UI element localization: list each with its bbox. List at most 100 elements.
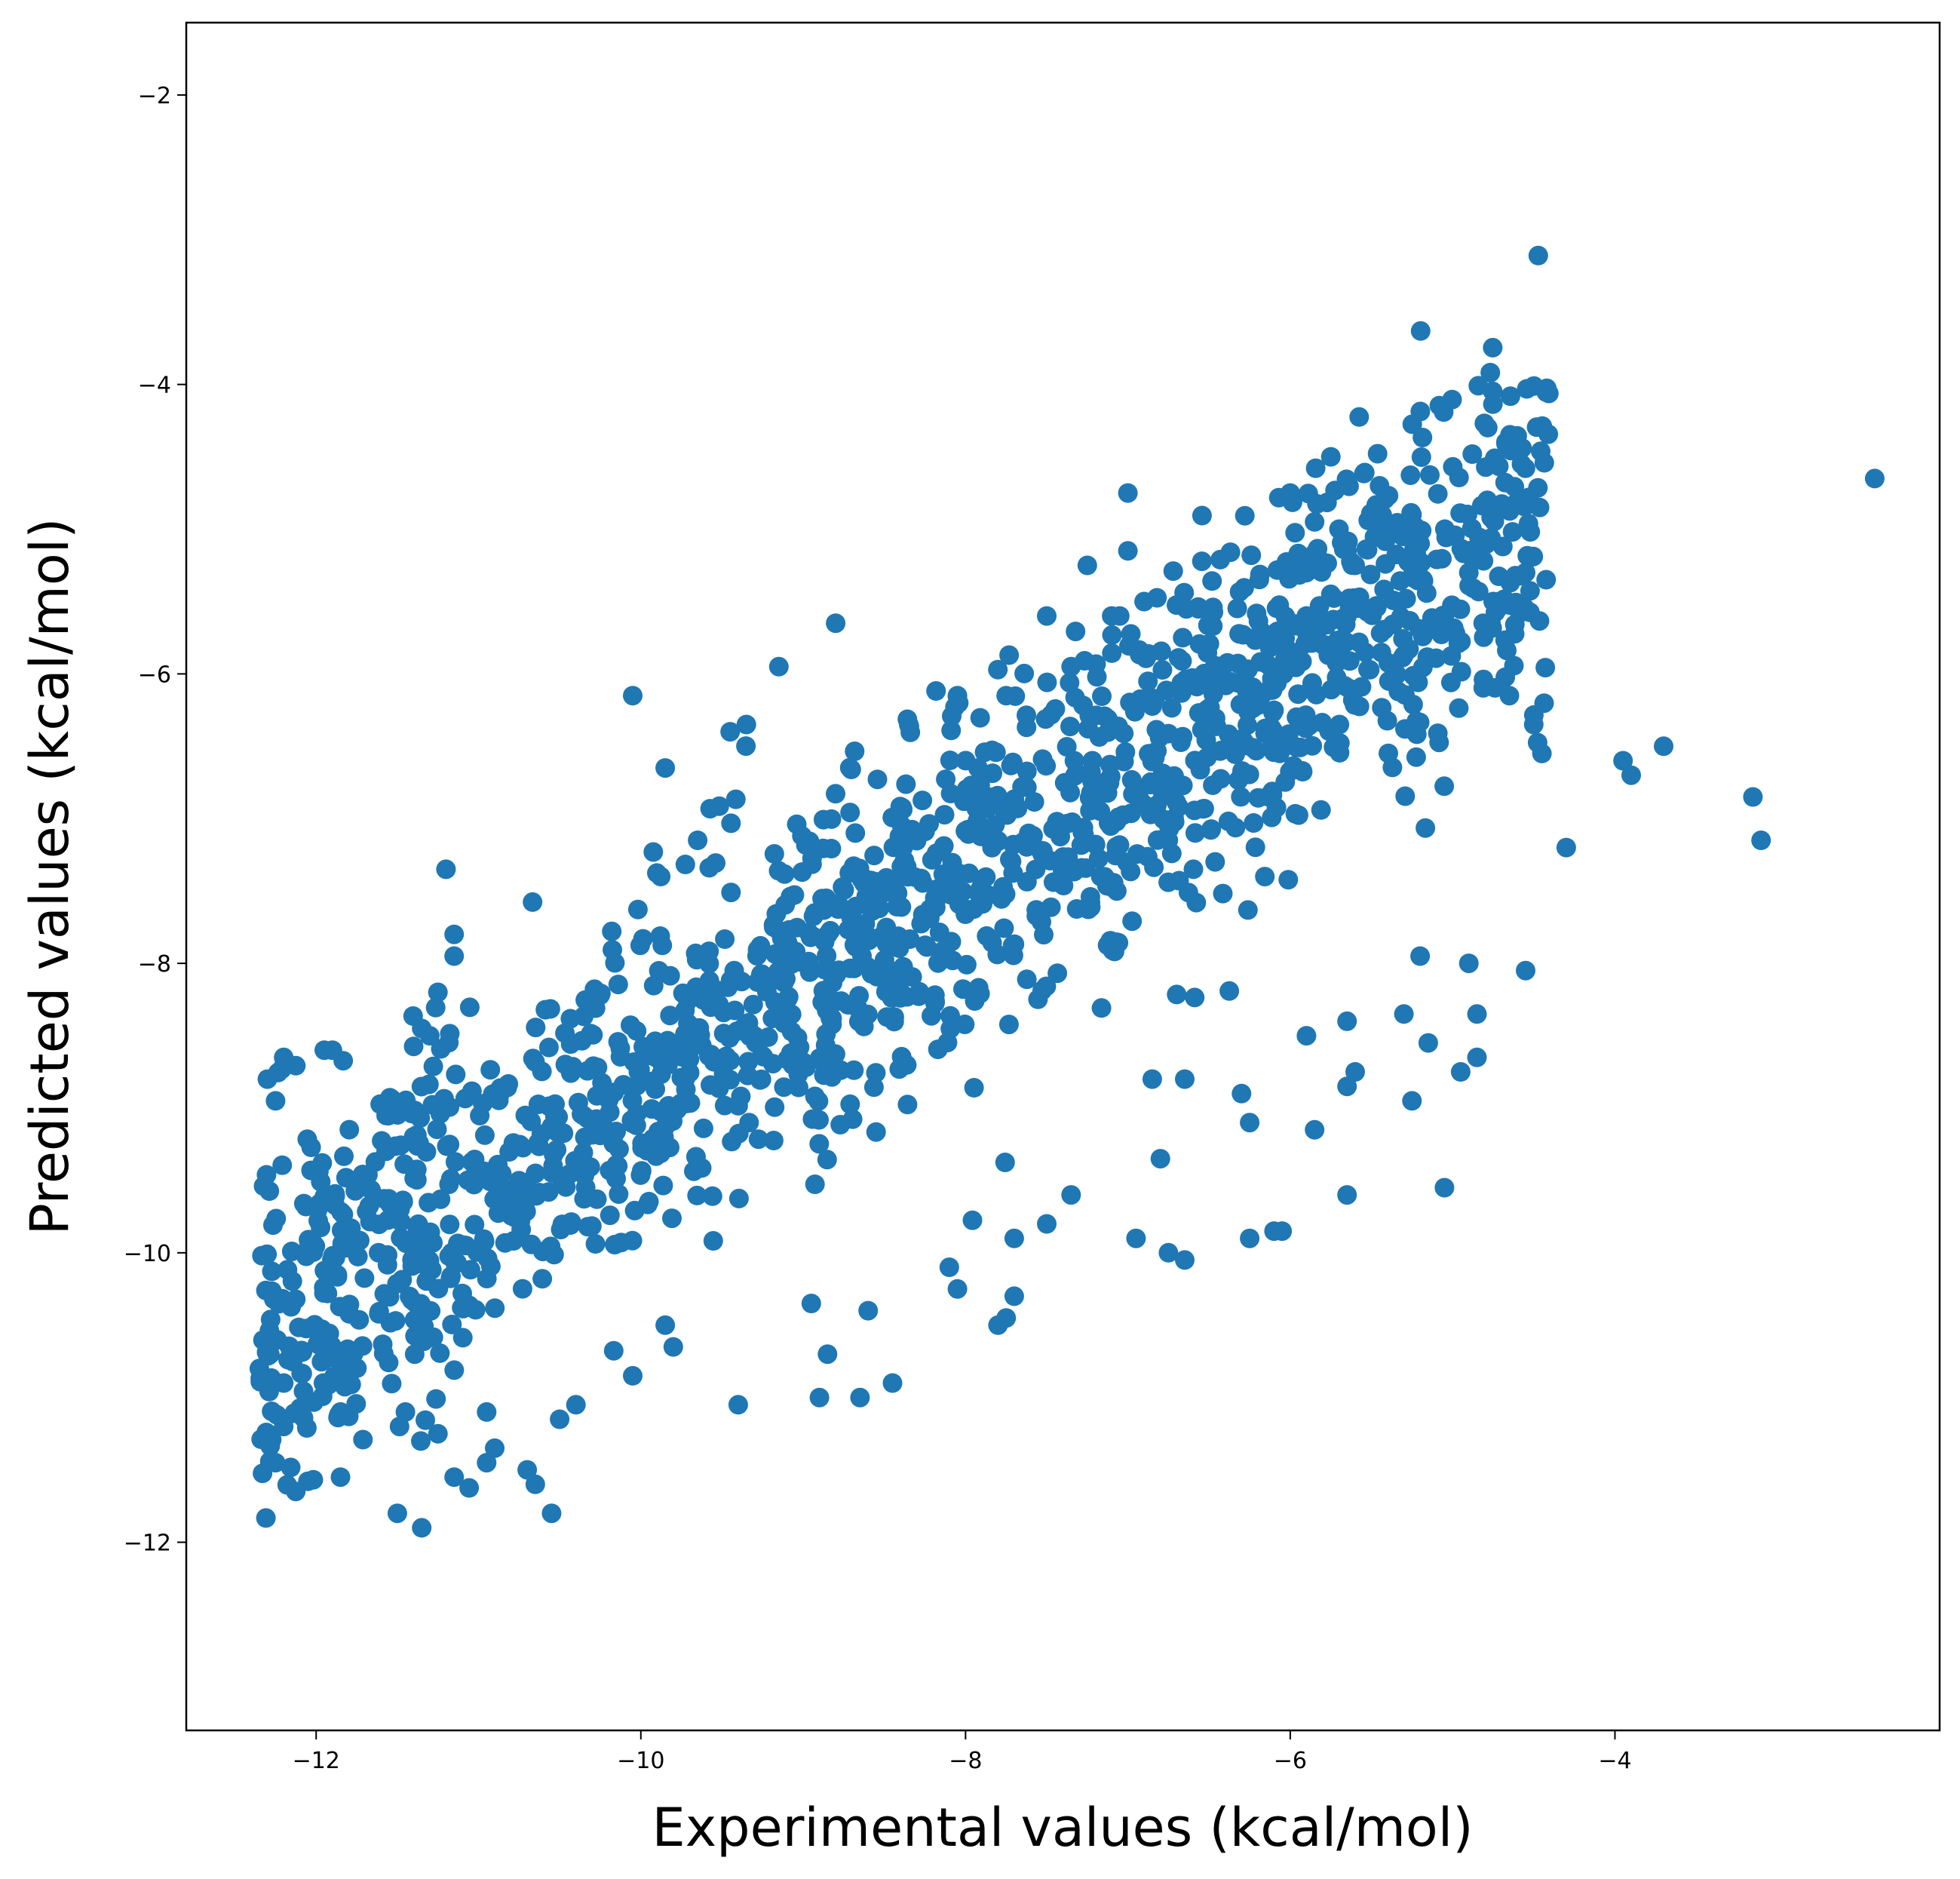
- data-point: [917, 937, 937, 957]
- data-point: [1121, 624, 1141, 644]
- data-point: [891, 835, 911, 855]
- data-point: [1171, 683, 1192, 703]
- data-point: [587, 1085, 607, 1106]
- data-point: [349, 1309, 370, 1330]
- data-point: [281, 1457, 301, 1478]
- data-point: [425, 1096, 446, 1116]
- data-point: [1345, 1062, 1365, 1082]
- data-point: [1185, 751, 1205, 771]
- data-point: [882, 1373, 903, 1393]
- data-point: [1047, 963, 1068, 984]
- data-point: [602, 921, 622, 941]
- x-axis-ticks: −12 −10 −8 −6 −4: [293, 1730, 1632, 1774]
- data-point: [720, 1070, 741, 1090]
- data-point: [1092, 686, 1112, 706]
- data-point: [1431, 625, 1452, 644]
- data-point: [1234, 578, 1254, 598]
- data-point: [425, 997, 446, 1018]
- data-point: [845, 823, 866, 843]
- data-point: [623, 1365, 643, 1386]
- data-point: [551, 1220, 571, 1239]
- data-point: [1065, 766, 1084, 786]
- data-point: [1499, 686, 1520, 706]
- data-point: [274, 1417, 294, 1437]
- data-point: [728, 1188, 749, 1208]
- data-point: [985, 815, 1005, 835]
- data-point: [1185, 823, 1205, 843]
- data-point: [830, 1060, 851, 1080]
- data-point: [1285, 803, 1305, 824]
- data-point: [283, 1352, 303, 1371]
- data-point: [403, 1036, 424, 1057]
- data-point: [1467, 1047, 1487, 1067]
- data-point: [1061, 656, 1081, 677]
- data-point: [1296, 622, 1317, 642]
- data-point: [721, 883, 741, 903]
- data-point: [1173, 628, 1193, 648]
- data-point: [1037, 1214, 1057, 1234]
- data-point: [1057, 737, 1077, 757]
- data-point: [1349, 587, 1370, 607]
- data-point: [1391, 606, 1411, 627]
- data-point: [1240, 1228, 1260, 1248]
- data-point: [925, 893, 946, 913]
- data-point: [866, 1063, 886, 1083]
- data-point: [702, 1186, 722, 1206]
- data-point: [778, 988, 798, 1009]
- data-point: [743, 994, 763, 1015]
- data-point: [1462, 444, 1483, 464]
- data-point: [1536, 570, 1557, 590]
- data-point: [764, 844, 784, 864]
- data-point: [301, 1160, 321, 1181]
- data-point: [1526, 417, 1547, 438]
- data-point: [581, 1024, 601, 1044]
- data-point: [1060, 717, 1080, 737]
- data-point: [1427, 549, 1447, 570]
- data-point: [805, 1086, 825, 1107]
- data-point: [465, 1300, 486, 1320]
- data-point: [1468, 582, 1489, 602]
- data-point: [801, 1294, 821, 1313]
- data-point: [727, 1021, 747, 1042]
- data-point: [1240, 1113, 1260, 1133]
- data-point: [1090, 801, 1111, 821]
- data-point: [1144, 857, 1164, 877]
- data-point: [257, 1069, 278, 1089]
- data-point: [1450, 1062, 1471, 1082]
- data-point: [1061, 1185, 1081, 1205]
- data-point: [578, 1108, 597, 1128]
- data-point: [1192, 551, 1212, 572]
- data-point: [605, 953, 625, 973]
- data-point: [1003, 834, 1023, 855]
- data-point: [423, 1056, 443, 1076]
- data-point: [509, 1171, 529, 1191]
- data-point: [1004, 1286, 1024, 1306]
- data-point: [1017, 777, 1037, 797]
- data-point: [1090, 867, 1111, 887]
- data-point: [1026, 900, 1047, 920]
- data-point: [1082, 751, 1103, 771]
- data-point: [477, 1453, 497, 1473]
- data-point: [1412, 428, 1433, 447]
- data-point: [970, 984, 990, 1004]
- data-point: [1532, 743, 1552, 763]
- data-point: [962, 1210, 983, 1230]
- data-point: [452, 1283, 472, 1303]
- data-point: [817, 1344, 838, 1365]
- data-point: [609, 1184, 629, 1204]
- data-point: [529, 1183, 550, 1202]
- data-point: [357, 1165, 378, 1185]
- data-point: [405, 1293, 425, 1313]
- data-point: [1168, 648, 1189, 668]
- data-point: [825, 1044, 845, 1064]
- data-point: [884, 1012, 904, 1032]
- data-point: [817, 924, 838, 944]
- data-point: [1317, 615, 1337, 635]
- data-point: [809, 1387, 830, 1408]
- data-point: [1118, 483, 1138, 503]
- data-point: [867, 769, 888, 790]
- data-point: [999, 645, 1020, 665]
- data-point: [1161, 698, 1182, 718]
- data-point: [274, 1373, 294, 1393]
- data-point: [856, 886, 876, 907]
